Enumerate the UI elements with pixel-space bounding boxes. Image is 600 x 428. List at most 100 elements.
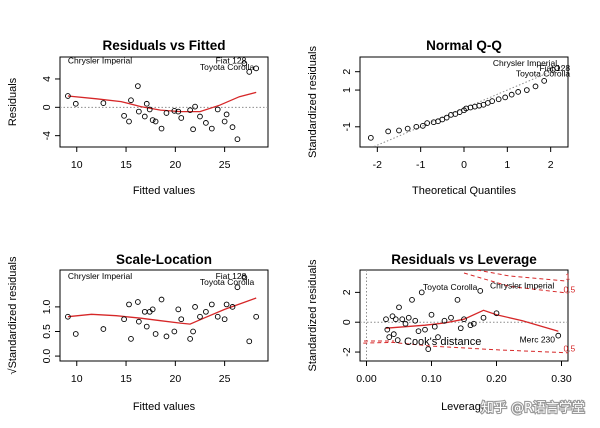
data-point [178,115,185,121]
y-tick-label: 1.0 [41,299,53,314]
plot-frame [59,269,269,362]
point-label: Chrysler Imperial [68,55,132,65]
plot-area [65,274,260,345]
contour-level-label: 0.5 [563,343,575,353]
x-tick-label: 25 [219,159,231,171]
point-label: Toyota Corolla [423,282,478,292]
cooks-contour-upper [476,270,568,282]
data-point [203,120,209,126]
data-point [143,100,150,107]
y-tick-label: 4 [41,76,53,82]
data-point [136,318,142,325]
x-tick-label: -1 [416,159,425,171]
data-point [477,288,484,294]
panel-rvf: Residuals vs Fitted Fitted values Residual… [7,38,269,197]
x-tick-label: 2 [548,159,554,171]
point-label: Merc 230 [520,334,556,344]
data-point [457,325,464,332]
data-point [229,124,236,131]
data-point [454,296,461,303]
data-point [146,106,153,113]
data-point [532,83,539,90]
chart-title: Residuals vs Leverage [391,252,537,267]
y-tick-label: 2 [341,289,353,295]
cooks-contour-upper [463,272,568,294]
data-point [541,78,548,84]
x-tick-label: 10 [71,159,83,171]
x-tick-label: 15 [120,159,132,171]
data-point [367,134,374,141]
data-point [435,334,441,340]
data-point [149,306,156,313]
data-point [396,127,402,134]
y-tick-label: 0.0 [41,349,53,364]
point-label: Chrysler Imperial [68,271,132,281]
y-tick-label: 1 [341,87,353,93]
data-point [128,97,134,104]
data-point [402,320,409,327]
data-point [175,306,182,313]
x-axis-label: Fitted values [133,185,196,197]
data-point [385,128,392,135]
data-point [409,296,415,303]
data-point [383,316,389,323]
x-tick-label: 20 [169,373,181,385]
point-label: Toyota Corolla [200,277,255,287]
data-point [197,313,203,320]
data-point [126,118,132,125]
smoother-line [385,309,559,332]
y-axis-label: √Standardized residuals [7,256,19,374]
chart-title: Normal Q-Q [426,38,502,53]
data-point [136,108,142,115]
data-point [158,125,165,132]
smoother-line [67,91,257,113]
panel-sl: Scale-Location Fitted values √Standardized… [7,252,269,413]
data-point [192,304,198,310]
plot-frame [59,56,269,148]
data-point [448,314,454,321]
x-tick-label: -2 [373,159,382,171]
qq-reference-line [371,65,564,147]
point-label: Chrysler Imperial [490,281,554,291]
x-axis-label: Leverage [441,401,487,413]
y-axis-label: Residuals [7,77,19,126]
data-point [223,301,230,308]
data-point [100,100,107,106]
panel-qq: Normal Q-Q Theoretical Quantiles Standardi… [307,38,571,197]
y-axis-label: Standardized residuals [307,259,319,371]
data-point [135,83,141,89]
data-point [554,65,561,71]
data-point [431,323,438,330]
data-point [246,338,253,345]
point-label: Toyota Corolla [200,62,255,72]
y-tick-label: 0 [41,104,53,110]
data-point [171,108,178,114]
point-label: Fiat 128 [216,55,247,65]
data-point [246,69,253,75]
x-tick-label: 20 [169,159,181,171]
data-point [508,91,515,98]
data-point [208,125,215,132]
data-point [208,301,215,308]
data-point [384,326,391,333]
data-point [135,299,141,305]
data-point [419,123,426,129]
plot-area [367,65,564,147]
data-point [163,110,170,116]
data-point [229,304,236,310]
data-point [399,316,406,323]
plot-area [60,60,268,143]
data-point [192,103,198,110]
data-point [392,316,399,323]
y-axis-label: Standardized residuals [307,46,319,158]
data-point [422,326,428,333]
x-axis-label: Fitted values [133,401,196,413]
data-point [128,336,134,342]
x-tick-label: 0.00 [356,373,377,385]
data-point [72,331,79,337]
data-point [425,346,432,352]
data-point [394,337,401,343]
watermark-text: 知乎 @R语言学堂 [481,400,585,416]
y-tick-label: -4 [41,131,53,140]
contour-level-label: 1 [565,272,570,282]
